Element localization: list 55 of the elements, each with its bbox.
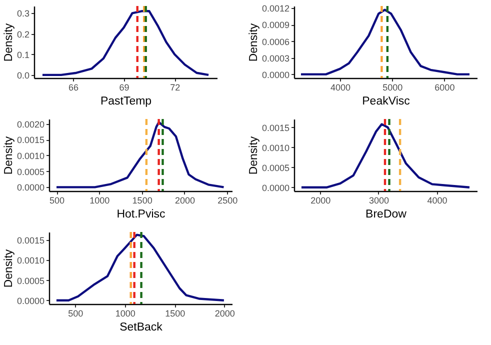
y-tick-label: 0.0000 — [16, 182, 44, 193]
y-tick-label: 0.1 — [16, 50, 30, 60]
y-axis-title: Density — [248, 136, 260, 175]
x-tick-label: 2500 — [218, 196, 238, 206]
x-tick-label: 5000 — [382, 82, 403, 92]
y-tick-label: 0.0005 — [262, 162, 290, 173]
line-series — [55, 234, 226, 302]
x-tick-label: 1000 — [115, 308, 136, 318]
line-series — [300, 123, 471, 188]
x-axis-title: Hot.Pvisc — [116, 208, 166, 220]
y-tick-label: 0.2 — [16, 29, 30, 40]
y-tick-label: 0.0005 — [16, 276, 44, 286]
y-tick-label: 0.0000 — [16, 296, 44, 306]
y-tick-label: 0.0009 — [262, 20, 290, 30]
x-tick-label: 69 — [119, 82, 130, 92]
y-tick-label: 0.0000 — [262, 182, 290, 193]
y-tick-label: 0.0010 — [262, 142, 290, 153]
y-tick-label: 0.3 — [16, 8, 30, 19]
line-series — [41, 10, 210, 76]
x-tick-label: 1500 — [132, 196, 152, 206]
y-tick-label: 0.0010 — [16, 150, 44, 161]
y-tick-label: 0.0010 — [16, 256, 44, 266]
y-tick-label: 0.0015 — [262, 122, 290, 133]
line-series — [300, 8, 471, 76]
x-tick-label: 1500 — [165, 308, 186, 318]
x-tick-label: 2000 — [214, 308, 235, 318]
x-axis-title: PeakVisc — [362, 96, 410, 108]
y-tick-label: 0.0015 — [16, 135, 44, 146]
y-tick-label: 0.0006 — [262, 36, 290, 47]
y-axis-title: Density — [248, 23, 260, 62]
x-tick-label: 6000 — [434, 82, 455, 92]
x-axis-title: SetBack — [120, 322, 163, 334]
x-tick-label: 4000 — [330, 82, 351, 92]
line-series — [55, 121, 225, 188]
x-tick-label: 3000 — [368, 196, 389, 206]
x-tick-label: 500 — [49, 196, 65, 206]
y-tick-label: 0.0 — [16, 70, 30, 80]
y-axis-title: Density — [2, 136, 15, 175]
x-tick-label: 2000 — [310, 196, 331, 206]
y-tick-label: 0.0012 — [262, 4, 290, 14]
x-tick-label: 1000 — [90, 196, 110, 206]
x-axis-title: PastTemp — [100, 96, 152, 108]
x-tick-label: 66 — [68, 82, 78, 92]
x-tick-label: 500 — [68, 308, 84, 318]
y-tick-label: 0.0015 — [16, 236, 44, 246]
x-axis-title: BreDow — [366, 208, 408, 220]
y-tick-label: 0.0020 — [16, 119, 44, 130]
x-tick-label: 72 — [170, 82, 180, 92]
y-tick-label: 0.0000 — [262, 70, 290, 80]
y-axis-title: Density — [2, 23, 15, 62]
x-tick-label: 4000 — [427, 196, 448, 206]
y-tick-label: 0.0005 — [16, 166, 44, 177]
y-tick-label: 0.0003 — [262, 53, 290, 64]
x-tick-label: 2000 — [174, 196, 195, 206]
y-axis-title: Density — [2, 249, 15, 288]
